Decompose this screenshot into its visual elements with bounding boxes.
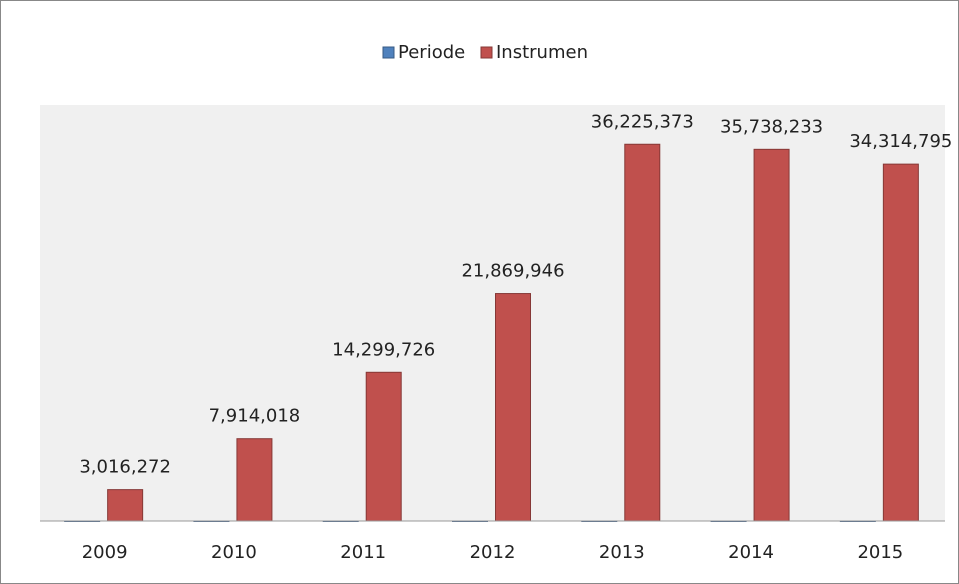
x-tick-label: 2015 <box>857 542 903 563</box>
x-tick-label: 2011 <box>340 542 386 563</box>
data-label: 36,225,373 <box>591 111 694 132</box>
bar <box>107 489 144 522</box>
legend-swatch <box>382 46 395 59</box>
data-label: 35,738,233 <box>720 116 823 137</box>
data-label: 7,914,018 <box>209 406 301 427</box>
legend-label: Instrumen <box>496 42 588 63</box>
x-tick-label: 2010 <box>211 542 257 563</box>
legend-label: Periode <box>398 42 465 63</box>
bar <box>365 371 402 522</box>
x-tick-label: 2012 <box>470 542 516 563</box>
bar <box>495 293 531 522</box>
legend-swatch <box>480 46 493 59</box>
data-label: 21,869,946 <box>461 261 564 282</box>
data-label: 34,314,795 <box>849 131 952 152</box>
bar <box>236 438 273 522</box>
plot-area <box>40 105 945 521</box>
x-tick-label: 2014 <box>728 542 774 563</box>
x-tick-label: 2013 <box>599 542 645 563</box>
x-tick-label: 2009 <box>82 542 128 563</box>
bar <box>753 148 790 522</box>
data-label: 3,016,272 <box>79 457 171 478</box>
bar <box>882 163 919 522</box>
data-label: 14,299,726 <box>332 339 435 360</box>
bar <box>624 143 661 522</box>
